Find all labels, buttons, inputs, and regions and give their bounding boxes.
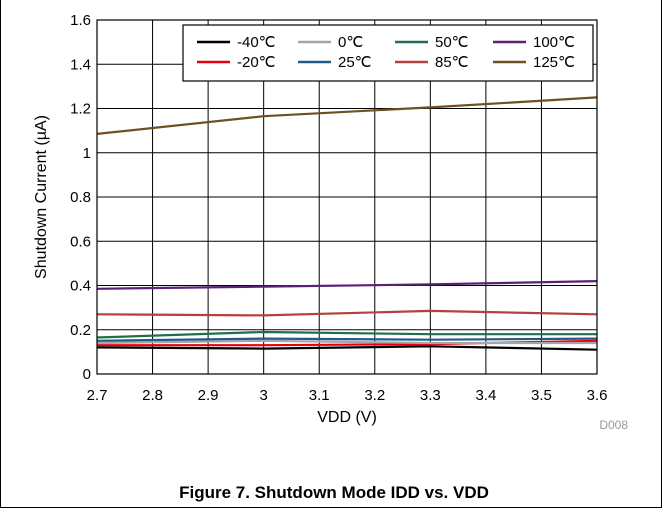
x-axis-label: VDD (V): [317, 409, 377, 426]
y-tick-label: 1.2: [70, 101, 91, 118]
y-tick-label: 1.6: [70, 12, 91, 29]
series-line: [96, 337, 598, 342]
legend-label: 0℃: [338, 34, 363, 51]
y-tick-labels: 0 0.2 0.4 0.6 0.8 1 1.2 1.4 1.6: [70, 12, 91, 383]
y-tick-label: 0: [83, 366, 91, 383]
x-tick-label: 3.1: [309, 387, 330, 404]
legend-label: 85℃: [435, 54, 469, 71]
legend-label: 125℃: [533, 54, 575, 71]
figure-code: D008: [599, 418, 628, 432]
plot-border: [96, 19, 598, 375]
legend-label: 25℃: [338, 54, 372, 71]
x-tick-labels: 2.7 2.8 2.9 3 3.1 3.2 3.3 3.4 3.5 3.6: [87, 387, 608, 404]
y-tick-label: 0.2: [70, 322, 91, 339]
x-tick-label: 2.8: [142, 387, 163, 404]
y-tick-label: 1: [83, 145, 91, 162]
x-tick-label: 2.7: [87, 387, 108, 404]
legend-box: [182, 24, 594, 82]
y-tick-label: 0.8: [70, 189, 91, 206]
series-line: [96, 309, 598, 317]
series-line: [96, 280, 598, 290]
x-tick-label: 3.3: [420, 387, 441, 404]
legend-label: -40℃: [237, 34, 276, 51]
x-tick-label: 3.4: [475, 387, 496, 404]
series-line: [96, 96, 598, 135]
legend-label: 100℃: [533, 34, 575, 51]
series-line: [96, 345, 598, 351]
series-lines: [96, 96, 598, 351]
x-tick-label: 3.5: [531, 387, 552, 404]
legend-label: 50℃: [435, 34, 469, 51]
series-line: [96, 339, 597, 345]
legend-label: -20℃: [237, 54, 276, 71]
x-tick-label: 3: [259, 387, 267, 404]
series-line: [96, 330, 597, 339]
figure-caption: Figure 7. Shutdown Mode IDD vs. VDD: [179, 483, 489, 502]
x-tick-label: 3.2: [364, 387, 385, 404]
x-tick-label: 2.9: [198, 387, 219, 404]
x-tick-label: 3.6: [587, 387, 608, 404]
y-tick-label: 1.4: [70, 56, 91, 73]
y-tick-label: 0.6: [70, 233, 91, 250]
legend: -40℃ 0℃ 50℃ 100℃ -20℃ 25℃ 85℃ 125℃: [182, 24, 594, 82]
y-axis-label: Shutdown Current (µA): [33, 115, 50, 279]
y-tick-label: 0.4: [70, 278, 91, 295]
